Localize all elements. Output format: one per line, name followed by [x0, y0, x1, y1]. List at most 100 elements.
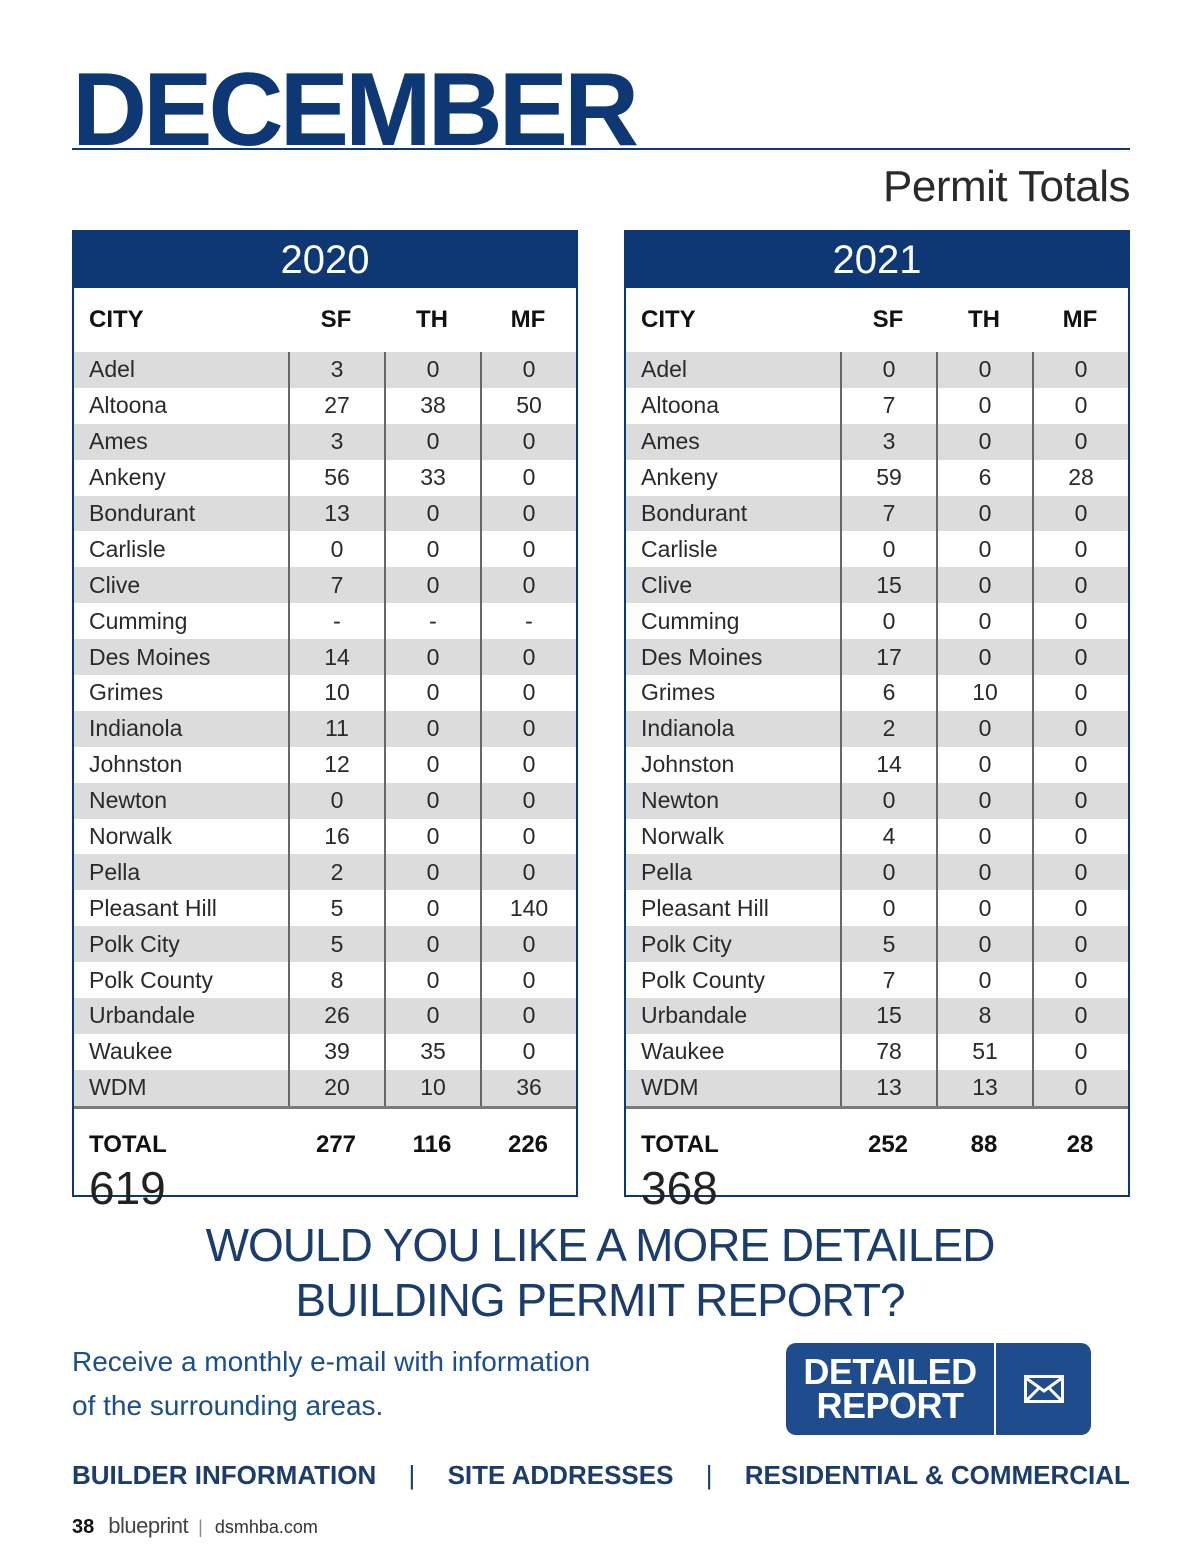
button-divider [994, 1343, 996, 1435]
table-row: Norwalk 4 0 0 [626, 818, 1128, 855]
total-mf: 28 [1066, 1130, 1094, 1158]
cell-mf: 0 [480, 926, 576, 963]
table-row: Urbandale 26 0 0 [74, 998, 576, 1034]
cell-sf: 0 [840, 854, 936, 891]
link-separator: | [408, 1460, 416, 1490]
table-row: Pleasant Hill 5 0 140 [74, 890, 576, 927]
link-residential-commercial[interactable]: RESIDENTIAL & COMMERCIAL [744, 1460, 1130, 1490]
table-year-header: 2021 [626, 232, 1128, 288]
cell-th: 0 [384, 854, 480, 891]
table-column-headers: CITY SF TH MF [74, 288, 576, 352]
total-th: 116 [412, 1130, 452, 1158]
cell-city: Polk County [641, 966, 766, 993]
cell-mf: 0 [1032, 387, 1128, 424]
cell-mf: 0 [1032, 782, 1128, 819]
cell-city: Pella [89, 858, 141, 885]
table-row: Adel 0 0 0 [626, 352, 1128, 388]
column-header-sf: SF [872, 306, 904, 333]
link-site-addresses[interactable]: SITE ADDRESSES [447, 1460, 674, 1490]
table-row: Des Moines 14 0 0 [74, 639, 576, 676]
total-sf: 252 [867, 1130, 909, 1158]
cell-mf: 140 [480, 890, 576, 927]
table-row: Clive 7 0 0 [74, 567, 576, 604]
cell-city: Pella [641, 858, 693, 885]
cell-th: 0 [936, 603, 1032, 640]
table-row: Indianola 2 0 0 [626, 710, 1128, 747]
table-total-row: TOTAL 252 88 28 [626, 1109, 1128, 1163]
cell-mf: 0 [1032, 567, 1128, 604]
link-builder-information[interactable]: BUILDER INFORMATION [72, 1460, 377, 1490]
column-header-th: TH [968, 306, 1000, 333]
cta-text-line-1: Receive a monthly e-mail with informatio… [72, 1346, 591, 1377]
cell-th: 0 [936, 710, 1032, 747]
cell-mf: 0 [480, 818, 576, 855]
cell-city: Cumming [89, 607, 188, 634]
cell-city: Urbandale [641, 1002, 748, 1029]
cell-sf: 0 [288, 531, 384, 568]
table-row: Ankeny 59 6 28 [626, 459, 1128, 496]
cell-mf: 0 [480, 531, 576, 568]
table-total-row: TOTAL 277 116 226 [74, 1109, 576, 1163]
cell-th: 0 [384, 495, 480, 532]
cell-th: 0 [384, 926, 480, 963]
table-row: Ames 3 0 0 [626, 423, 1128, 460]
cell-sf: 2 [840, 710, 936, 747]
cell-th: 0 [936, 352, 1032, 388]
total-label: TOTAL [641, 1130, 719, 1158]
cell-mf: 0 [1032, 710, 1128, 747]
cell-th: 0 [936, 495, 1032, 532]
cell-sf: 13 [288, 495, 384, 532]
cell-th: 0 [936, 782, 1032, 819]
cell-mf: 0 [480, 746, 576, 783]
cell-mf: 0 [1032, 962, 1128, 999]
table-row: Grimes 10 0 0 [74, 675, 576, 711]
detailed-report-button[interactable]: DETAILED REPORT [786, 1343, 1091, 1435]
cell-city: Waukee [89, 1038, 173, 1065]
cell-sf: 5 [288, 890, 384, 927]
info-links: BUILDER INFORMATION | SITE ADDRESSES | R… [72, 1460, 1130, 1491]
cell-city: Indianola [641, 715, 735, 742]
cell-mf: - [480, 603, 576, 640]
cell-sf: 16 [288, 818, 384, 855]
cell-mf: 0 [1032, 531, 1128, 568]
cell-mf: 0 [1032, 1069, 1128, 1106]
cell-mf: 0 [1032, 818, 1128, 855]
table-row: Polk County 8 0 0 [74, 962, 576, 999]
cell-mf: 0 [1032, 495, 1128, 532]
cell-th: 0 [384, 782, 480, 819]
cell-th: 0 [936, 746, 1032, 783]
cell-city: Pleasant Hill [641, 894, 769, 921]
cell-city: Johnston [89, 751, 183, 778]
cell-mf: 50 [480, 387, 576, 424]
table-row: Altoona 27 38 50 [74, 387, 576, 424]
cell-th: 0 [384, 710, 480, 747]
cell-th: 0 [384, 962, 480, 999]
cell-city: Polk City [89, 930, 180, 957]
cell-th: 0 [384, 998, 480, 1034]
envelope-icon [996, 1343, 1091, 1435]
table-row: Polk County 7 0 0 [626, 962, 1128, 999]
cell-city: Indianola [89, 715, 183, 742]
cell-city: Waukee [641, 1038, 725, 1065]
table-row: Des Moines 17 0 0 [626, 639, 1128, 676]
table-row: Cumming 0 0 0 [626, 603, 1128, 640]
cell-sf: 26 [288, 998, 384, 1034]
cell-city: Norwalk [89, 823, 173, 850]
cell-th: 51 [936, 1033, 1032, 1070]
cell-sf: 15 [840, 567, 936, 604]
cta-heading: WOULD YOU LIKE A MORE DETAILED BUILDING … [0, 1218, 1200, 1328]
cell-city: WDM [641, 1074, 699, 1101]
cell-city: Clive [641, 571, 693, 598]
cell-th: 0 [936, 423, 1032, 460]
table-row: WDM 13 13 0 [626, 1069, 1128, 1106]
cell-th: 0 [384, 567, 480, 604]
site-url[interactable]: dsmhba.com [214, 1517, 318, 1537]
cell-city: Johnston [641, 751, 735, 778]
cell-city: Bondurant [641, 500, 748, 526]
cell-city: Grimes [641, 679, 716, 706]
cell-sf: 5 [840, 926, 936, 963]
cell-th: 0 [384, 818, 480, 855]
cell-city: Grimes [89, 679, 164, 706]
cell-city: Altoona [641, 392, 720, 419]
cell-sf: 78 [840, 1033, 936, 1070]
